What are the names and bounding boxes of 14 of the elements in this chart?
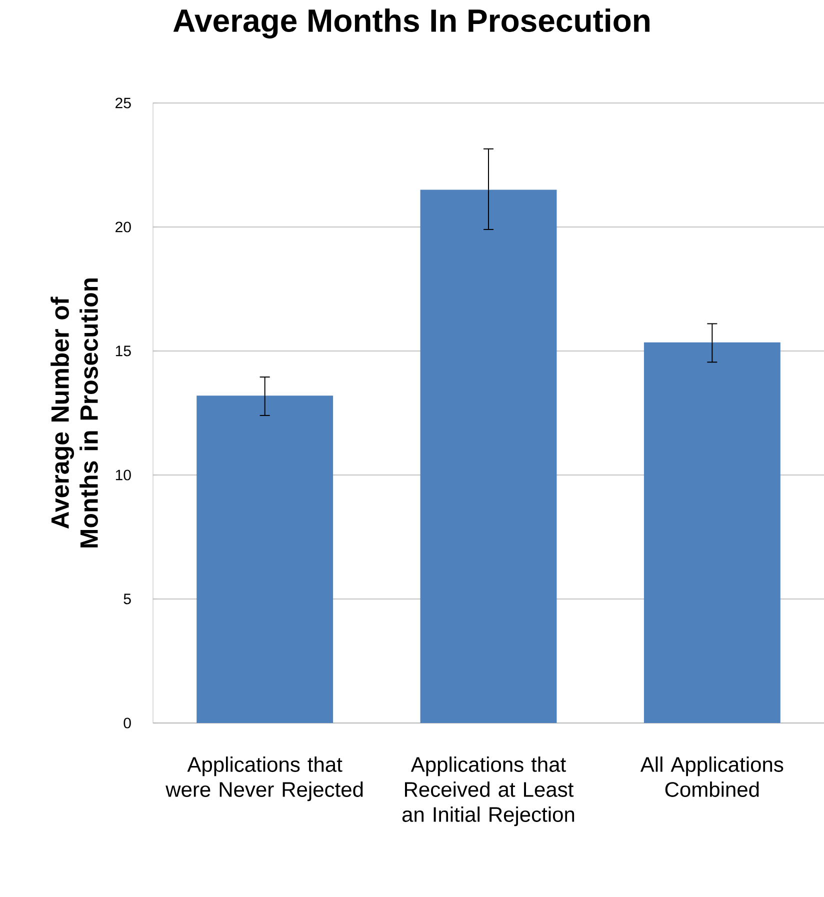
y-tick-label: 10 — [116, 470, 131, 480]
chart-title: Average Months In Prosecution — [173, 8, 650, 38]
bar — [420, 190, 557, 723]
bar — [196, 396, 334, 723]
bar — [644, 342, 780, 723]
y-tick-label: 25 — [116, 98, 131, 108]
x-tick-label: Applications that Received at Least an Initial Rejection — [402, 756, 574, 826]
y-tick-label: 5 — [124, 594, 131, 604]
y-axis-title: Average Number of Months in Prosecution — [50, 278, 98, 548]
x-tick-label: All Applications Combined — [640, 756, 784, 797]
y-tick-label: 0 — [124, 718, 131, 728]
x-tick-label: Applications that were Never Rejected — [166, 756, 363, 802]
y-tick-label: 20 — [116, 222, 131, 232]
y-tick-label: 15 — [116, 346, 131, 356]
